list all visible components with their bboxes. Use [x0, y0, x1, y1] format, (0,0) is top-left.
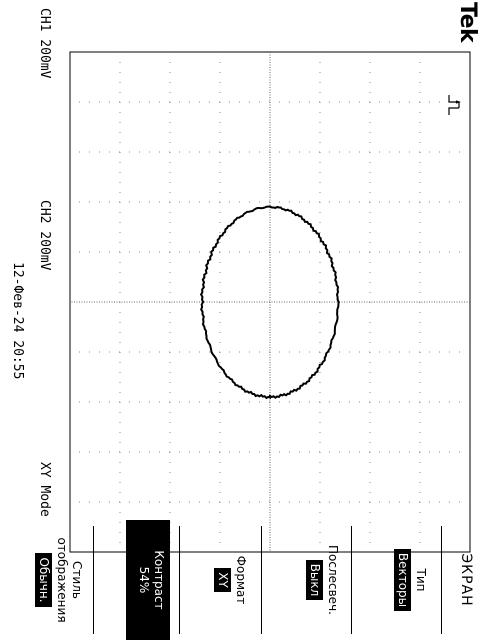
menu-item-value: Выкл	[306, 559, 323, 601]
menu-item-label: Стиль отображения	[55, 537, 84, 623]
menu-item-label: Контраст	[152, 550, 166, 610]
menu-item-persistence[interactable]: Послесвеч. Выкл	[306, 520, 340, 640]
menu-item-display-style[interactable]: Стиль отображения Обычн.	[35, 520, 84, 640]
menu-title: ЭКРАН	[458, 553, 474, 607]
menu-separator	[261, 526, 262, 634]
menu-separator	[351, 526, 352, 634]
menu-item-label: Послесвеч.	[326, 545, 340, 615]
brand-logo: Tek	[455, 2, 480, 43]
xy-mode-label: XY Mode	[37, 462, 52, 517]
top-status-bar: Tek	[428, 0, 480, 640]
menu-item-label: Тип	[414, 568, 428, 592]
xy-trace	[199, 205, 340, 400]
menu-separator	[179, 526, 180, 634]
menu-item-value: Векторы	[394, 548, 411, 612]
datetime-readout: 12-Фев-24 20:55	[10, 262, 25, 380]
menu-item-value: Обычн.	[35, 553, 52, 607]
menu-item-contrast[interactable]: Контраст 54%	[126, 520, 170, 640]
menu-item-format[interactable]: Формат XY	[214, 520, 248, 640]
ch1-scale: CH1 200mV	[37, 8, 52, 79]
menu-separator	[93, 526, 94, 634]
grid	[69, 51, 471, 553]
menu-item-label: Формат	[234, 555, 248, 605]
menu-separator	[441, 526, 442, 634]
menu-item-value: 54%	[137, 566, 151, 594]
menu-item-type[interactable]: Тип Векторы	[394, 520, 428, 640]
display-menu: ЭКРАН Тип Векторы Послесвеч. Выкл Формат…	[0, 520, 480, 640]
trigger-edge-icon	[443, 94, 462, 116]
menu-item-value: XY	[214, 568, 231, 592]
ch2-scale: CH2 200mV	[37, 200, 52, 271]
